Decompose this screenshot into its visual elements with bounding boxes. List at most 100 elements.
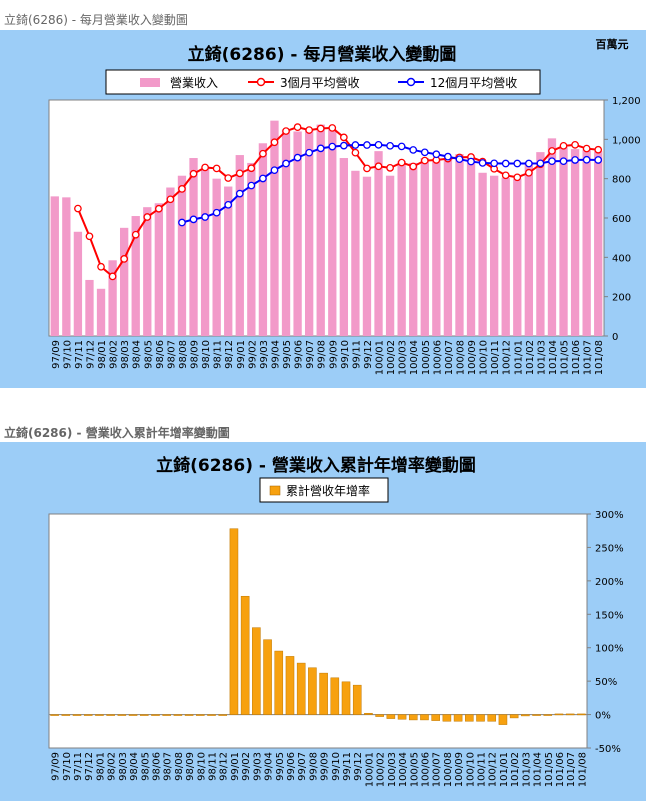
ytick-label-5: 200%	[595, 577, 624, 588]
xtick-label-31: 100/04	[398, 752, 409, 787]
legend-label-0: 營業收入	[170, 76, 218, 90]
bar-5	[106, 714, 115, 716]
section1-heading: 立錡(6286) - 每月營業收入變動圖	[4, 13, 188, 27]
point-1-30	[397, 158, 406, 167]
xtick-label-43: 101/04	[548, 340, 559, 375]
point-2-42	[536, 159, 545, 168]
xtick-label-42: 101/03	[536, 340, 547, 375]
xtick-label-45: 101/06	[555, 752, 566, 787]
xtick-label-40: 101/01	[499, 752, 510, 787]
xtick-label-12: 98/09	[190, 340, 201, 369]
bar-40	[513, 178, 522, 336]
xtick-label-43: 101/04	[533, 752, 544, 787]
bar-16	[235, 155, 244, 336]
bar-3	[85, 279, 94, 336]
bar-34	[443, 159, 453, 336]
bar-33	[432, 159, 441, 336]
section2-heading: 立錡(6286) - 營業收入累計年增率變動圖	[4, 426, 230, 440]
bar-26	[351, 170, 360, 336]
point-1-7	[131, 230, 140, 239]
bar-39	[501, 177, 510, 336]
bar-43	[547, 138, 557, 336]
point-1-31	[409, 162, 418, 171]
point-1-41	[524, 168, 533, 177]
point-2-13	[201, 213, 209, 221]
xtick-label-45: 101/06	[571, 340, 582, 375]
xtick-label-19: 99/04	[264, 752, 275, 781]
xtick-label-8: 98/05	[143, 340, 154, 369]
xtick-label-38: 100/11	[490, 340, 501, 375]
bar-17	[247, 162, 256, 336]
bar-10	[162, 714, 171, 716]
ytick-label-1: 200	[612, 293, 631, 304]
xtick-label-20: 99/05	[275, 752, 286, 781]
point-1-3	[85, 232, 94, 241]
bar-47	[594, 151, 603, 336]
point-1-15	[224, 174, 233, 182]
bar-10	[166, 187, 175, 336]
xtick-label-19: 99/04	[270, 340, 281, 369]
xtick-label-21: 99/06	[286, 752, 297, 781]
bar-43	[532, 714, 541, 716]
point-1-23	[316, 124, 325, 133]
bar-30	[397, 160, 406, 336]
bar-1	[62, 197, 71, 336]
xtick-label-37: 100/10	[465, 752, 476, 787]
xtick-label-41: 101/02	[525, 340, 536, 375]
ytick-label-7: 300%	[595, 510, 624, 521]
point-1-44	[559, 141, 568, 150]
bar-13	[196, 714, 205, 716]
point-2-24	[328, 142, 337, 151]
point-2-21	[293, 153, 302, 162]
bar-31	[409, 162, 418, 336]
xtick-label-35: 100/08	[455, 340, 466, 375]
bar-7	[128, 714, 138, 716]
bar-9	[154, 203, 164, 336]
point-2-15	[224, 200, 233, 209]
point-2-30	[397, 142, 406, 151]
bar-2	[73, 231, 83, 336]
ytick-label-3: 100%	[595, 644, 624, 655]
bar-20	[274, 650, 284, 715]
xtick-label-40: 101/01	[513, 340, 524, 375]
point-1-27	[363, 164, 371, 173]
bar-41	[509, 714, 519, 719]
xtick-label-36: 100/09	[454, 752, 465, 787]
bar-17	[240, 595, 250, 715]
point-2-39	[501, 159, 510, 168]
bar-29	[385, 175, 395, 336]
xtick-label-36: 100/09	[467, 340, 478, 375]
xtick-label-9: 98/06	[155, 340, 166, 369]
point-1-39	[501, 171, 510, 180]
bar-0	[50, 196, 59, 336]
bar-19	[263, 639, 272, 715]
point-2-20	[282, 159, 290, 168]
point-2-37	[478, 159, 487, 167]
ytick-label-3: 600	[612, 214, 631, 225]
bar-25	[330, 677, 340, 715]
xtick-label-42: 101/03	[521, 752, 532, 787]
bar-22	[304, 129, 314, 336]
xtick-label-20: 99/05	[282, 340, 293, 369]
legend-box	[105, 69, 541, 95]
xtick-label-23: 99/08	[308, 752, 319, 781]
point-2-27	[363, 141, 371, 149]
point-1-10	[166, 195, 175, 204]
xtick-label-11: 98/08	[178, 340, 189, 369]
bar-45	[570, 149, 580, 336]
xtick-label-15: 98/12	[219, 752, 230, 781]
bar-7	[131, 216, 140, 336]
bar-46	[565, 713, 575, 716]
point-2-34	[444, 152, 452, 161]
xtick-label-47: 101/08	[577, 752, 588, 787]
xtick-label-30: 100/03	[398, 340, 409, 375]
bar-9	[151, 714, 160, 716]
bar-32	[408, 714, 418, 721]
bar-38	[489, 175, 499, 336]
xtick-label-13: 98/10	[196, 752, 207, 781]
bar-2	[72, 714, 82, 716]
line-1	[76, 126, 599, 278]
bar-12	[184, 714, 194, 716]
ytick-label-6: 250%	[595, 543, 624, 554]
point-2-14	[212, 208, 221, 217]
